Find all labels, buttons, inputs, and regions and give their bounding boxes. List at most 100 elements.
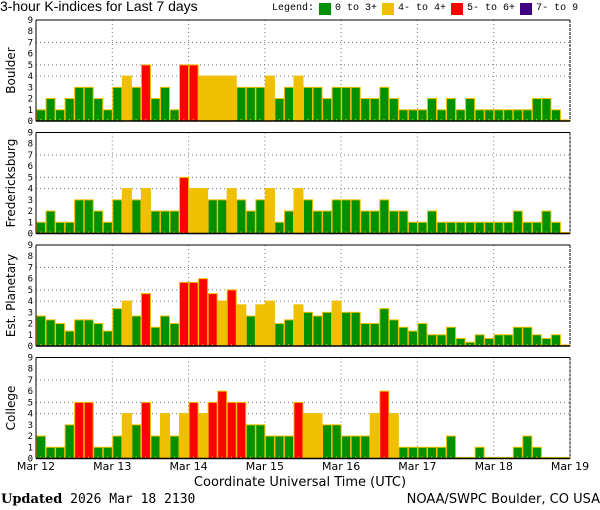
x-axis-label: Coordinate Universal Time (UTC) xyxy=(193,475,407,490)
kp-bar xyxy=(140,293,151,347)
kp-bar xyxy=(131,315,142,347)
kp-bar xyxy=(426,210,438,235)
x-tick-label: Mar 14 xyxy=(169,460,207,473)
kp-bar xyxy=(522,435,533,459)
kp-bar xyxy=(541,98,552,122)
kp-bar xyxy=(293,188,304,235)
kp-bar xyxy=(245,424,256,460)
y-tick-label: 2 xyxy=(28,432,33,442)
kp-bar xyxy=(293,304,304,347)
kp-bar xyxy=(360,435,371,459)
kp-bar xyxy=(45,319,56,347)
kp-bar xyxy=(198,413,209,460)
y-tick-label: 3 xyxy=(28,421,33,431)
kp-bar xyxy=(198,188,209,235)
kp-bar xyxy=(369,413,380,460)
kp-bar xyxy=(245,315,256,347)
legend-label: Legend: xyxy=(272,3,315,14)
source-credit: NOAA/SWPC Boulder, CO USA xyxy=(406,492,600,507)
kp-bar xyxy=(541,210,552,235)
y-tick-label: 0 xyxy=(28,117,33,127)
kp-bar xyxy=(379,390,390,459)
kp-bar xyxy=(64,330,75,347)
kp-bar xyxy=(531,98,542,122)
kp-bar xyxy=(207,293,218,347)
kp-bar xyxy=(379,199,390,234)
y-tick-label: 2 xyxy=(28,95,33,105)
kp-bar xyxy=(360,323,371,347)
kp-bar xyxy=(426,98,438,122)
legend-swatch-green xyxy=(319,3,332,15)
kp-bar xyxy=(179,281,190,347)
kp-bar xyxy=(159,86,170,122)
y-tick-label: 5 xyxy=(28,61,33,71)
kp-bar xyxy=(369,210,380,235)
y-tick-label: 8 xyxy=(28,252,33,262)
kp-bar xyxy=(303,311,314,347)
kp-bar xyxy=(140,64,151,122)
kp-bar xyxy=(236,86,247,122)
kp-bar xyxy=(331,199,342,234)
kp-bar xyxy=(398,326,409,347)
y-tick-label: 4 xyxy=(28,72,33,82)
kp-bar xyxy=(207,75,218,122)
kp-bar xyxy=(350,311,361,347)
kp-bar xyxy=(236,304,247,347)
kp-bar xyxy=(121,413,132,460)
kp-bar xyxy=(169,210,180,235)
y-tick-label: 1 xyxy=(28,218,33,228)
legend-item-7-9: 7- to 9 xyxy=(536,3,579,14)
kp-bar xyxy=(198,278,209,347)
kp-bar xyxy=(102,330,113,347)
kp-bar xyxy=(83,401,94,459)
kp-bar xyxy=(140,188,151,235)
kp-bar xyxy=(236,401,247,459)
kp-bar xyxy=(264,75,275,122)
kp-bar xyxy=(83,86,94,122)
y-tick-label: 1 xyxy=(28,106,33,116)
kp-bar xyxy=(293,401,304,459)
kp-bar xyxy=(350,435,361,459)
kp-bar xyxy=(331,300,342,347)
kp-bar xyxy=(331,86,342,122)
kp-bar xyxy=(360,98,371,122)
kp-bar xyxy=(303,199,314,234)
kp-bar xyxy=(188,281,199,347)
kp-bar xyxy=(45,210,56,235)
kp-bar xyxy=(83,319,94,347)
kp-bar xyxy=(331,424,342,460)
kp-bar xyxy=(131,424,142,460)
kp-bar xyxy=(283,210,294,235)
y-tick-label: 9 xyxy=(28,241,33,251)
kp-bar xyxy=(188,401,199,459)
kp-bar xyxy=(207,199,218,234)
x-tick-label: Mar 18 xyxy=(475,460,513,473)
kp-bar xyxy=(407,330,418,347)
kp-bar xyxy=(217,199,228,234)
updated-label: Updated xyxy=(1,492,63,507)
kp-bar xyxy=(150,326,161,347)
kp-bar xyxy=(341,311,352,347)
kp-bar xyxy=(264,300,275,347)
kp-bar xyxy=(446,326,457,347)
kp-bar xyxy=(36,435,47,459)
kp-bar xyxy=(255,304,266,347)
kp-bar xyxy=(64,98,75,122)
y-tick-label: 3 xyxy=(28,196,33,206)
kp-bar xyxy=(179,176,190,234)
y-tick-label: 7 xyxy=(28,38,33,48)
kp-bar xyxy=(379,86,390,122)
kp-bar xyxy=(74,86,85,122)
y-tick-label: 6 xyxy=(28,50,33,60)
kp-bar xyxy=(322,311,333,347)
legend-swatch-red xyxy=(451,3,464,15)
y-tick-label: 4 xyxy=(28,297,33,307)
k-index-chart: 0123456789Boulder0123456789Fredericksbur… xyxy=(4,16,589,473)
kp-bar xyxy=(388,319,399,347)
kp-bar xyxy=(131,199,142,234)
kp-bar xyxy=(121,188,132,235)
y-tick-label: 5 xyxy=(28,398,33,408)
kp-bar xyxy=(36,315,47,347)
kp-bar xyxy=(64,424,75,460)
kp-bar xyxy=(522,326,533,347)
